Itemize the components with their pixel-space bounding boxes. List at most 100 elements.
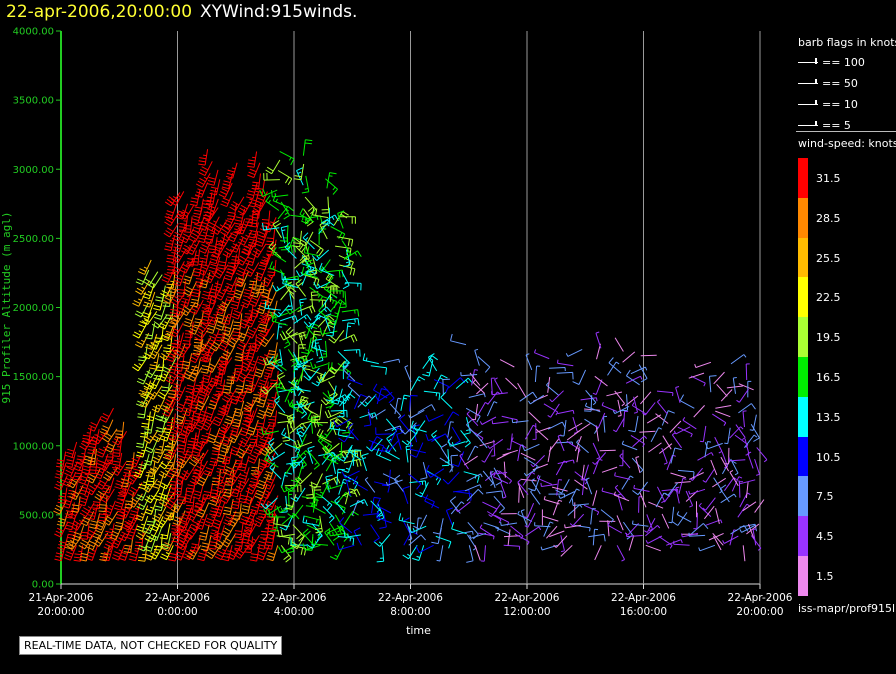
wind-barb — [264, 301, 281, 311]
speed-color-label: 22.5 — [816, 291, 841, 305]
wind-barb — [273, 516, 290, 527]
y-tick-label: 1000.00 — [13, 441, 54, 452]
wind-barb — [237, 467, 250, 484]
wind-barb — [232, 313, 243, 330]
wind-barb — [689, 467, 703, 481]
wind-barb — [207, 169, 219, 186]
wind-barb — [237, 432, 253, 448]
wind-barb — [266, 505, 276, 522]
wind-barb — [143, 518, 157, 535]
wind-barb — [469, 532, 487, 539]
wind-barb — [190, 208, 203, 225]
wind-barb — [750, 535, 762, 551]
wind-barb — [166, 413, 176, 430]
wind-barb — [425, 464, 441, 479]
wind-barb — [86, 534, 101, 551]
wind-barb — [174, 355, 185, 372]
wind-barb — [523, 503, 535, 519]
wind-barb — [576, 439, 589, 454]
wind-barb — [167, 357, 180, 374]
wind-barb — [201, 283, 214, 300]
wind-barb — [236, 368, 253, 383]
wind-barb — [745, 482, 749, 499]
wind-barb — [420, 461, 428, 480]
wind-barb — [143, 449, 155, 466]
wind-barb — [218, 349, 229, 366]
wind-barb — [502, 449, 518, 456]
wind-barb — [451, 426, 461, 445]
speed-legend-title: wind-speed: knots — [798, 137, 896, 150]
wind-barb — [276, 372, 286, 391]
wind-barb — [183, 281, 198, 297]
wind-barb — [520, 452, 536, 461]
wind-barb — [260, 272, 276, 287]
wind-barb — [197, 226, 209, 244]
wind-barb — [103, 466, 119, 482]
wind-barb — [232, 411, 244, 428]
wind-barb — [169, 322, 184, 338]
wind-barb — [328, 330, 345, 344]
wind-barb — [688, 532, 706, 537]
wind-barb — [724, 427, 731, 445]
wind-barb — [193, 460, 208, 476]
wind-barb — [172, 386, 186, 402]
wind-barb — [225, 472, 242, 487]
wind-barb — [246, 356, 259, 372]
wind-barb — [318, 262, 335, 277]
wind-barb — [433, 379, 450, 394]
wind-barb — [309, 240, 324, 256]
wind-barb — [290, 466, 303, 483]
wind-barb — [161, 375, 171, 392]
wind-barb — [441, 449, 450, 467]
wind-barb — [114, 514, 126, 531]
wind-barb — [556, 371, 574, 380]
y-tick-label: 0.00 — [32, 580, 54, 591]
wind-barb — [170, 498, 186, 513]
wind-barb — [518, 486, 520, 503]
wind-barb — [166, 246, 177, 264]
wind-barb — [601, 402, 618, 412]
wind-barb — [220, 399, 233, 416]
wind-barb — [64, 533, 76, 550]
wind-barb — [333, 211, 349, 226]
wind-barb — [179, 228, 195, 244]
wind-barb — [202, 192, 213, 209]
x-axis-label: time — [406, 624, 431, 637]
speed-color-swatch — [798, 158, 808, 198]
wind-barb — [227, 428, 243, 444]
wind-barb — [325, 178, 338, 195]
wind-barb — [217, 253, 229, 270]
wind-barb — [226, 367, 236, 385]
wind-barb — [209, 500, 222, 517]
wind-barb — [165, 369, 181, 385]
wind-barb — [303, 367, 320, 381]
barb-legend-title: barb flags in knots — [798, 36, 896, 49]
wind-barb — [267, 342, 278, 359]
wind-barb — [206, 198, 219, 215]
wind-barb — [616, 545, 626, 562]
wind-barb — [375, 448, 392, 462]
x-tick-label-date: 21-Apr-2006 — [29, 592, 94, 604]
wind-barb — [527, 394, 545, 405]
wind-barb — [339, 216, 356, 224]
wind-barb — [583, 504, 600, 516]
wind-barb — [174, 545, 188, 561]
wind-barb — [310, 361, 329, 370]
wind-barb — [194, 494, 209, 510]
wind-barb — [209, 522, 222, 539]
wind-barb — [139, 393, 155, 408]
wind-barb — [201, 416, 216, 431]
speed-color-label: 28.5 — [816, 211, 841, 225]
wind-barb — [625, 375, 643, 384]
wind-barb — [339, 264, 356, 276]
wind-barb — [268, 509, 286, 518]
legend-divider — [796, 131, 896, 132]
wind-barb — [127, 493, 143, 508]
wind-barb — [197, 260, 212, 276]
wind-barb — [263, 361, 276, 378]
wind-barb — [560, 544, 573, 557]
wind-barb — [211, 221, 227, 235]
wind-barb — [277, 206, 294, 220]
wind-barb — [211, 243, 227, 259]
wind-barb — [546, 382, 559, 396]
